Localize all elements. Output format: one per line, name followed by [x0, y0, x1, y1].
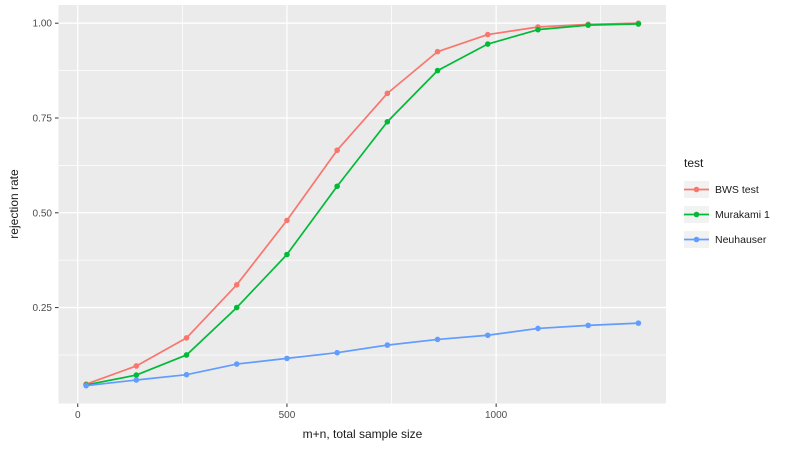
- series-point-neuhauser: [434, 336, 441, 343]
- series-point-neuhauser: [334, 349, 340, 356]
- series-point-murakami-1: [635, 21, 642, 27]
- series-point-bws-test: [284, 217, 290, 224]
- series-point-murakami-1: [535, 26, 541, 33]
- series-point-neuhauser: [384, 342, 391, 348]
- series-point-bws-test: [133, 363, 140, 369]
- series-point-murakami-1: [434, 67, 441, 74]
- legend-item-bws-test: BWS test: [684, 181, 770, 198]
- series-point-bws-test: [334, 147, 340, 154]
- legend-key-glyph: [684, 186, 709, 193]
- plot-panel: [58, 5, 666, 404]
- legend-item-label: Murakami 1: [715, 208, 770, 221]
- series-point-neuhauser: [284, 355, 290, 362]
- series-point-bws-test: [484, 31, 491, 38]
- legend-key-glyph: [684, 236, 709, 243]
- series-point-murakami-1: [183, 352, 190, 358]
- x-tick-label: 500: [279, 410, 296, 421]
- series-line-neuhauser: [86, 322, 639, 387]
- x-tick-label: 0: [75, 410, 81, 421]
- series-point-neuhauser: [585, 322, 591, 329]
- series-point-murakami-1: [284, 251, 290, 258]
- y-axis-title: rejection rate: [7, 169, 21, 239]
- y-tick-label: 0.25: [33, 303, 53, 314]
- series-point-murakami-1: [384, 118, 391, 125]
- series-point-bws-test: [384, 90, 391, 97]
- legend-item-label: BWS test: [715, 183, 759, 196]
- x-axis-title: m+n, total sample size: [302, 427, 423, 441]
- legend-title: test: [684, 156, 704, 170]
- series-point-neuhauser: [233, 361, 240, 367]
- x-tick-label: 1000: [485, 410, 508, 421]
- series-point-neuhauser: [635, 320, 642, 326]
- y-tick-label: 1.00: [33, 19, 53, 30]
- legend-item-neuhauser: Neuhauser: [684, 231, 770, 248]
- series-point-murakami-1: [133, 372, 140, 378]
- legend-item-murakami-1: Murakami 1: [684, 206, 770, 223]
- series-point-neuhauser: [535, 325, 541, 332]
- legend-key-neuhauser: [684, 231, 709, 248]
- legend: test BWS test Murakami 1 Neuhauser: [684, 156, 770, 256]
- series-point-neuhauser: [83, 382, 89, 389]
- series-point-bws-test: [434, 48, 441, 55]
- legend-key-glyph: [684, 211, 709, 218]
- series-point-neuhauser: [133, 377, 140, 383]
- y-tick-label: 0.75: [33, 113, 53, 124]
- series-line-bws-test: [85, 22, 639, 385]
- legend-key-point: [693, 186, 700, 193]
- series-point-murakami-1: [484, 41, 491, 47]
- legend-key-point: [693, 236, 700, 243]
- legend-key-bws-test: [684, 181, 709, 198]
- series-point-murakami-1: [334, 183, 340, 190]
- y-tick-label: 0.50: [33, 208, 53, 219]
- series-point-bws-test: [183, 335, 190, 341]
- series-point-murakami-1: [585, 22, 591, 28]
- series-point-murakami-1: [233, 304, 240, 311]
- series-point-neuhauser: [183, 371, 190, 378]
- series-line-murakami-1: [85, 23, 639, 386]
- legend-key-murakami-1: [684, 206, 709, 223]
- series-point-neuhauser: [484, 332, 491, 339]
- legend-key-point: [693, 211, 700, 218]
- series-point-bws-test: [233, 282, 240, 288]
- legend-items: BWS test Murakami 1 Neuhauser: [684, 181, 770, 248]
- legend-item-label: Neuhauser: [715, 233, 767, 246]
